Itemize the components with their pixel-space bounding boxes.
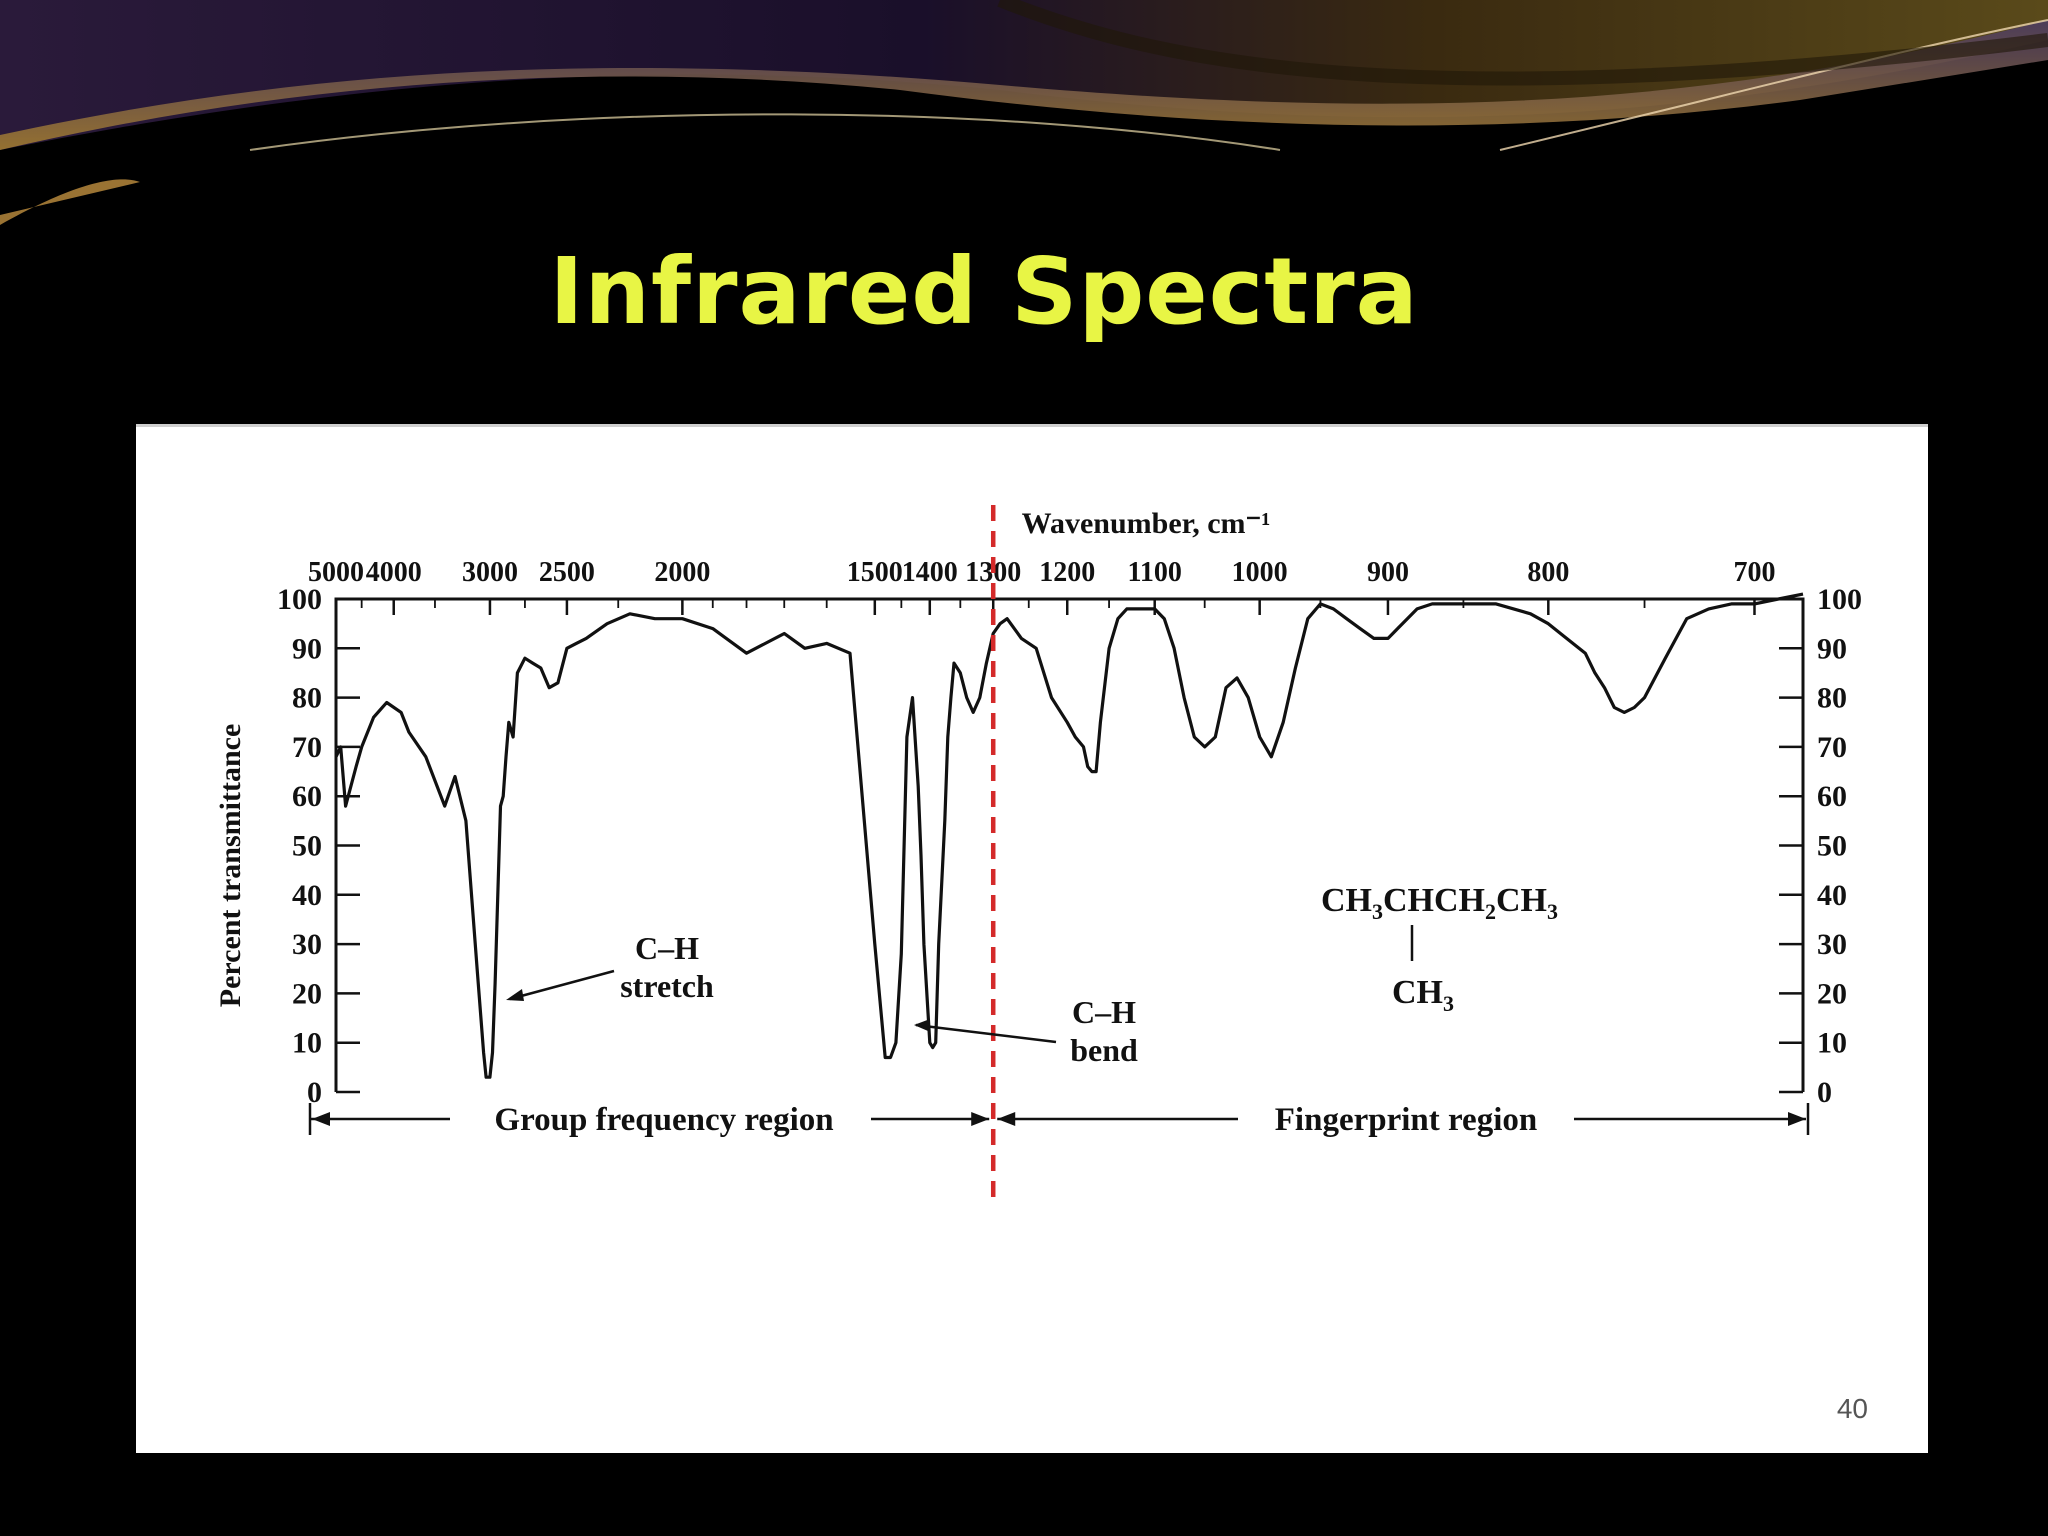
ch-bend-arrowhead [914, 1019, 930, 1031]
group-region-label: Group frequency region [494, 1102, 833, 1138]
left-tick-label-10: 10 [292, 1027, 322, 1060]
right-tick-label-20: 20 [1817, 977, 1847, 1010]
fingerprint-region-label: Fingerprint region [1275, 1102, 1537, 1138]
ch-stretch-arrowhead [506, 989, 524, 1001]
right-tick-label-80: 80 [1817, 682, 1847, 715]
page-number: 40 [1836, 1393, 1868, 1424]
ch-stretch-label-line2: stretch [620, 968, 714, 1004]
top-tick-label-900: 900 [1367, 557, 1409, 588]
top-tick-label-1500: 1500 [847, 557, 903, 588]
right-tick-label-30: 30 [1817, 928, 1847, 961]
left-tick-label-60: 60 [292, 780, 322, 813]
top-tick-label-2500: 2500 [539, 557, 595, 588]
right-tick-label-10: 10 [1817, 1027, 1847, 1060]
top-tick-label-5000: 5000 [308, 557, 364, 588]
top-tick-label-700: 700 [1733, 557, 1775, 588]
ch-bend-arrow [915, 1023, 1057, 1044]
right-tick-label-0: 0 [1817, 1076, 1832, 1109]
top-tick-label-2000: 2000 [654, 557, 710, 588]
top-tick-label-1200: 1200 [1039, 557, 1095, 588]
right-tick-label-50: 50 [1817, 830, 1847, 863]
top-axis-label: Wavenumber, cm⁻¹ [1022, 507, 1271, 540]
right-tick-label-90: 90 [1817, 632, 1847, 665]
left-tick-label-50: 50 [292, 830, 322, 863]
spectrum-line [334, 592, 1804, 1079]
plot-frame [334, 597, 1805, 1092]
top-tick-label-1400: 1400 [902, 557, 958, 588]
right-tick-label-70: 70 [1817, 731, 1847, 764]
ir-spectrum-chart: 5000400030002500200015001400130012001100… [214, 505, 1862, 1197]
slide-title: Infrared Spectra [549, 238, 1419, 345]
formula-main: CH3CHCH2CH3 [1321, 882, 1558, 924]
top-tick-label-800: 800 [1527, 557, 1569, 588]
top-tick-label-4000: 4000 [366, 557, 422, 588]
y-axis-label: Percent transmittance [214, 724, 247, 1008]
right-tick-label-40: 40 [1817, 879, 1847, 912]
formula-branch: CH3 [1392, 974, 1454, 1016]
top-tick-label-1000: 1000 [1232, 557, 1288, 588]
top-tick-label-3000: 3000 [462, 557, 518, 588]
left-tick-label-100: 100 [277, 583, 322, 616]
chart-panel: 5000400030002500200015001400130012001100… [136, 424, 1928, 1453]
ch-bend-label-line1: C–H [1072, 994, 1136, 1030]
left-tick-label-0: 0 [307, 1076, 322, 1109]
fingerprint-region-left-arrowhead [997, 1112, 1016, 1126]
left-tick-label-80: 80 [292, 682, 322, 715]
right-tick-label-100: 100 [1817, 583, 1862, 616]
left-tick-label-90: 90 [292, 632, 322, 665]
group-region-left-arrowhead [312, 1112, 330, 1126]
decorative-banner [0, 0, 2048, 225]
right-tick-label-60: 60 [1817, 780, 1847, 813]
ch-bend-label-line2: bend [1070, 1032, 1138, 1068]
left-tick-label-20: 20 [292, 977, 322, 1010]
ch-stretch-label-line1: C–H [635, 930, 699, 966]
fingerprint-region-right-arrowhead [1788, 1112, 1806, 1126]
left-tick-label-30: 30 [292, 928, 322, 961]
left-tick-label-40: 40 [292, 879, 322, 912]
ch-stretch-arrow [509, 969, 615, 1001]
top-tick-label-1100: 1100 [1127, 557, 1181, 588]
group-region-right-arrowhead [971, 1112, 990, 1126]
left-tick-label-70: 70 [292, 731, 322, 764]
